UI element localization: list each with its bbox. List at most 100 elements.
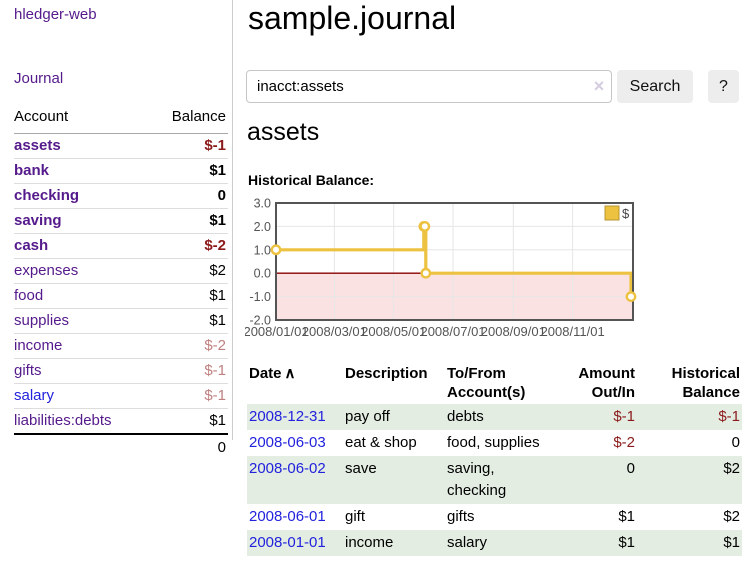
transaction-accounts: salary	[447, 534, 488, 551]
transactions-header-row: Date ∧ Description To/From Account(s) Amo…	[247, 362, 742, 404]
search-input[interactable]	[246, 70, 612, 103]
account-row: income $-2	[14, 333, 228, 359]
account-balance: 0	[149, 183, 228, 209]
account-row: bank $1	[14, 158, 228, 184]
account-balance: $2	[149, 258, 228, 284]
sidebar-account-link[interactable]: assets	[14, 137, 61, 154]
transactions-table-body: 2008-12-31 pay off debts $-1 $-1 2008-06-03 ea…	[247, 404, 742, 556]
transaction-row: 2008-12-31 pay off debts $-1 $-1	[247, 404, 742, 430]
transaction-description: save	[345, 460, 377, 477]
transaction-description: income	[345, 534, 394, 551]
accounts-table-body: assets $-1 bank $1 checking 0 saving $1 cash $-2 e…	[14, 133, 228, 435]
y-axis-tick-label: 2.0	[254, 220, 271, 234]
column-header-description: Description	[345, 365, 428, 382]
clear-search-icon[interactable]: ×	[593, 76, 605, 96]
chart-data-point	[270, 244, 282, 256]
sidebar-account-link[interactable]: salary	[14, 387, 55, 404]
account-row: saving $1	[14, 208, 228, 234]
transaction-date-link[interactable]: 2008-01-01	[249, 534, 326, 551]
transaction-date-link[interactable]: 2008-12-31	[249, 408, 326, 425]
transaction-date-link[interactable]: 2008-06-02	[249, 460, 326, 477]
sidebar-account-link[interactable]: cash	[14, 237, 49, 254]
search-button[interactable]: Search	[617, 70, 693, 103]
account-balance: $1	[149, 208, 228, 234]
account-heading: assets	[247, 118, 320, 146]
x-axis-tick-label: 2008/03/01	[302, 324, 367, 339]
sidebar-account-link[interactable]: income	[14, 337, 63, 354]
transaction-accounts: saving, checking	[447, 460, 507, 499]
x-axis-tick-label: 2008/05/01	[361, 324, 426, 339]
help-button[interactable]: ?	[708, 70, 739, 103]
accounts-header-account: Account	[14, 100, 150, 134]
sidebar-account-link[interactable]: checking	[14, 187, 80, 204]
sidebar-account-link[interactable]: saving	[14, 212, 62, 229]
sidebar-account-link[interactable]: food	[14, 287, 44, 304]
transaction-date-link[interactable]: 2008-06-01	[249, 508, 326, 525]
account-row: cash $-2	[14, 233, 228, 259]
sidebar-account-link[interactable]: expenses	[14, 262, 79, 279]
legend-label: $	[622, 206, 630, 221]
y-axis-tick-label: 0.0	[254, 267, 271, 281]
transactions-table: Date ∧ Description To/From Account(s) Amo…	[247, 362, 742, 556]
transaction-balance: $2	[723, 460, 740, 477]
account-row: food $1	[14, 283, 228, 309]
transaction-balance: $-1	[718, 408, 740, 425]
sidebar-account-link[interactable]: bank	[14, 162, 50, 179]
y-axis-tick-label: -1.0	[249, 290, 271, 304]
transaction-amount: 0	[626, 460, 635, 477]
chart-heading: Historical Balance:	[248, 172, 375, 188]
transaction-date-link[interactable]: 2008-06-03	[249, 434, 326, 451]
sidebar-account-link[interactable]: supplies	[14, 312, 70, 329]
accounts-total-balance: 0	[149, 433, 228, 461]
transaction-amount: $-2	[613, 434, 635, 451]
y-axis-tick-label: 3.0	[254, 197, 271, 211]
x-axis-tick-label: 2008/09/01	[481, 324, 546, 339]
transaction-balance: $1	[723, 534, 740, 551]
transaction-row: 2008-06-02 save saving, checking 0 $2	[247, 456, 742, 504]
sidebar-account-link[interactable]: gifts	[14, 362, 42, 379]
account-balance: $-2	[149, 233, 228, 259]
transaction-accounts: gifts	[447, 508, 475, 525]
x-axis-tick-label: 2008/01/01	[245, 324, 309, 339]
chart-data-point	[419, 221, 431, 232]
chart-data-point	[420, 267, 432, 279]
account-balance: $1	[149, 308, 228, 334]
account-row: salary $-1	[14, 383, 228, 409]
accounts-header-balance: Balance	[149, 100, 228, 134]
x-axis-tick-label: 2008/11/01	[541, 324, 605, 339]
transaction-balance: 0	[731, 434, 740, 451]
account-balance: $-1	[149, 383, 228, 409]
y-axis-tick-label: 1.0	[254, 243, 271, 257]
column-header-date[interactable]: Date ∧	[249, 365, 296, 382]
transaction-accounts: debts	[447, 408, 484, 425]
account-row: liabilities:debts $1	[14, 409, 228, 435]
transaction-row: 2008-01-01 income salary $1 $1	[247, 530, 742, 556]
sidebar-item-journal[interactable]: Journal	[14, 70, 64, 87]
column-header-balance: Historical Balance	[671, 365, 740, 401]
account-row: supplies $1	[14, 308, 228, 334]
transaction-row: 2008-06-01 gift gifts $1 $2	[247, 504, 742, 530]
legend-swatch	[604, 205, 620, 221]
account-balance: $-2	[149, 333, 228, 359]
transaction-accounts: food, supplies	[447, 434, 540, 451]
column-header-amount: Amount Out/In	[578, 365, 635, 401]
transaction-amount: $-1	[613, 408, 635, 425]
account-row: gifts $-1	[14, 358, 228, 384]
account-row: assets $-1	[14, 133, 228, 159]
account-balance: $1	[149, 158, 228, 184]
x-axis-tick-label: 2008/07/01	[420, 324, 485, 339]
transaction-amount: $1	[618, 534, 635, 551]
sidebar-account-link[interactable]: liabilities:debts	[14, 412, 112, 429]
transaction-description: gift	[345, 508, 366, 525]
transaction-amount: $1	[618, 508, 635, 525]
sort-asc-icon: ∧	[284, 365, 296, 382]
app-brand-link[interactable]: hledger-web	[14, 6, 97, 23]
transaction-description: pay off	[345, 408, 390, 425]
accounts-table: Account Balance assets $-1 bank $1 checking 0…	[14, 100, 228, 461]
column-header-accounts: To/From Account(s)	[447, 365, 526, 401]
page-title: sample.journal	[248, 0, 457, 36]
account-row: checking 0	[14, 183, 228, 209]
accounts-total-row: 0	[14, 433, 228, 461]
transaction-balance: $2	[723, 508, 740, 525]
y-axis-tick-label: -2.0	[249, 314, 271, 328]
